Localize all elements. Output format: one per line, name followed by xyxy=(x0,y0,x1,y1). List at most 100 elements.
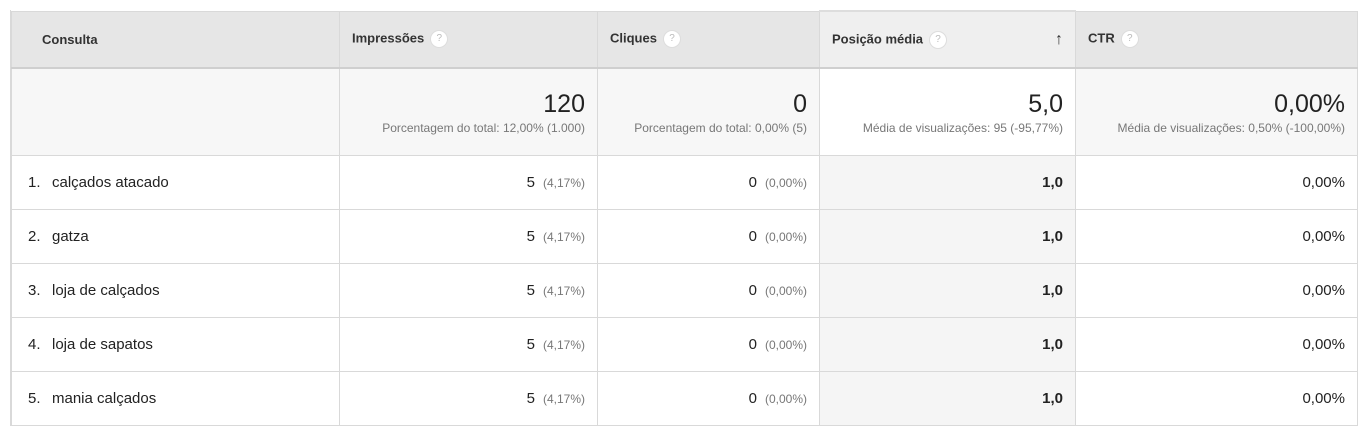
clicks-percent: (0,00%) xyxy=(764,392,807,406)
row-index: 4. xyxy=(28,336,41,353)
summary-clicks: 0 Porcentagem do total: 0,00% (5) xyxy=(597,67,820,156)
help-icon[interactable]: ? xyxy=(662,30,681,49)
clicks-value: 0 xyxy=(748,174,757,191)
impressions-cell: 5 (4,17%) xyxy=(339,155,598,210)
position-cell: 1,0 xyxy=(819,317,1076,372)
queries-table-container: Consulta Impressões? Cliques? Posição mé… xyxy=(10,10,1358,426)
help-icon[interactable]: ? xyxy=(929,30,948,49)
ctr-value: 0,00% xyxy=(1302,390,1345,407)
column-header-impressoes[interactable]: Impressões? xyxy=(339,10,598,69)
clicks-value: 0 xyxy=(748,390,757,407)
help-icon[interactable]: ? xyxy=(430,30,449,49)
query-link[interactable]: mania calçados xyxy=(52,390,157,407)
queries-table: Consulta Impressões? Cliques? Posição mé… xyxy=(11,10,1358,426)
clicks-cell: 0 (0,00%) xyxy=(597,263,820,318)
ctr-cell: 0,00% xyxy=(1075,209,1358,264)
sort-ascending-icon[interactable]: ↑ xyxy=(1055,30,1063,48)
summary-position: 5,0 Média de visualizações: 95 (-95,77%) xyxy=(819,67,1076,156)
header-row: Consulta Impressões? Cliques? Posição mé… xyxy=(11,10,1358,69)
ctr-cell: 0,00% xyxy=(1075,317,1358,372)
impressions-cell: 5 (4,17%) xyxy=(339,371,598,426)
summary-ctr: 0,00% Média de visualizações: 0,50% (-100… xyxy=(1075,67,1358,156)
row-index: 1. xyxy=(28,174,41,191)
summary-value: 0 xyxy=(793,90,807,118)
query-cell: 4. loja de sapatos xyxy=(11,317,340,372)
table-row: 3. loja de calçados 5 (4,17%) 0 (0,00%) 1,0 0,0… xyxy=(11,263,1358,318)
row-index: 5. xyxy=(28,390,41,407)
clicks-cell: 0 (0,00%) xyxy=(597,371,820,426)
impressions-value: 5 xyxy=(526,390,535,407)
clicks-percent: (0,00%) xyxy=(764,230,807,244)
column-header-posicao-media[interactable]: Posição média? ↑ xyxy=(819,10,1076,69)
help-icon[interactable]: ? xyxy=(1120,30,1139,49)
position-value: 1,0 xyxy=(1042,282,1063,299)
row-index: 3. xyxy=(28,282,41,299)
column-header-consulta[interactable]: Consulta xyxy=(11,10,340,69)
impressions-cell: 5 (4,17%) xyxy=(339,209,598,264)
column-label: Posição média xyxy=(832,30,924,46)
query-cell: 5. mania calçados xyxy=(11,371,340,426)
column-label: Cliques xyxy=(610,30,657,46)
column-header-ctr[interactable]: CTR? xyxy=(1075,10,1358,69)
impressions-cell: 5 (4,17%) xyxy=(339,317,598,372)
position-value: 1,0 xyxy=(1042,228,1063,245)
impressions-percent: (4,17%) xyxy=(542,230,585,244)
summary-subtext: Porcentagem do total: 12,00% (1.000) xyxy=(382,121,585,135)
clicks-percent: (0,00%) xyxy=(764,284,807,298)
impressions-value: 5 xyxy=(526,228,535,245)
query-link[interactable]: calçados atacado xyxy=(52,174,169,191)
impressions-value: 5 xyxy=(526,174,535,191)
query-cell: 1. calçados atacado xyxy=(11,155,340,210)
query-cell: 3. loja de calçados xyxy=(11,263,340,318)
column-header-cliques[interactable]: Cliques? xyxy=(597,10,820,69)
summary-empty-cell xyxy=(11,67,340,156)
clicks-percent: (0,00%) xyxy=(764,176,807,190)
query-link[interactable]: loja de calçados xyxy=(52,282,160,299)
column-label: Impressões xyxy=(352,30,425,46)
clicks-cell: 0 (0,00%) xyxy=(597,209,820,264)
impressions-value: 5 xyxy=(526,336,535,353)
summary-value: 120 xyxy=(543,90,585,118)
summary-row: 120 Porcentagem do total: 12,00% (1.000) … xyxy=(11,67,1358,156)
impressions-percent: (4,17%) xyxy=(542,176,585,190)
column-label: CTR xyxy=(1088,30,1115,46)
ctr-cell: 0,00% xyxy=(1075,155,1358,210)
position-value: 1,0 xyxy=(1042,336,1063,353)
impressions-cell: 5 (4,17%) xyxy=(339,263,598,318)
summary-value: 5,0 xyxy=(1028,90,1063,118)
position-cell: 1,0 xyxy=(819,263,1076,318)
table-row: 5. mania calçados 5 (4,17%) 0 (0,00%) 1,0 0,00% xyxy=(11,371,1358,426)
row-index: 2. xyxy=(28,228,41,245)
query-link[interactable]: gatza xyxy=(52,228,89,245)
summary-value: 0,00% xyxy=(1274,90,1345,118)
column-label: Consulta xyxy=(42,31,98,47)
query-link[interactable]: loja de sapatos xyxy=(52,336,153,353)
query-cell: 2. gatza xyxy=(11,209,340,264)
impressions-percent: (4,17%) xyxy=(542,338,585,352)
table-row: 4. loja de sapatos 5 (4,17%) 0 (0,00%) 1,0 0,00… xyxy=(11,317,1358,372)
clicks-percent: (0,00%) xyxy=(764,338,807,352)
summary-impressions: 120 Porcentagem do total: 12,00% (1.000) xyxy=(339,67,598,156)
clicks-value: 0 xyxy=(748,282,757,299)
clicks-value: 0 xyxy=(748,336,757,353)
position-value: 1,0 xyxy=(1042,390,1063,407)
position-cell: 1,0 xyxy=(819,209,1076,264)
ctr-value: 0,00% xyxy=(1302,228,1345,245)
summary-subtext: Média de visualizações: 95 (-95,77%) xyxy=(862,121,1063,135)
ctr-value: 0,00% xyxy=(1302,336,1345,353)
ctr-cell: 0,00% xyxy=(1075,371,1358,426)
summary-subtext: Porcentagem do total: 0,00% (5) xyxy=(634,121,807,135)
summary-subtext: Média de visualizações: 0,50% (-100,00%) xyxy=(1117,121,1345,135)
clicks-value: 0 xyxy=(748,228,757,245)
position-cell: 1,0 xyxy=(819,371,1076,426)
impressions-percent: (4,17%) xyxy=(542,284,585,298)
ctr-value: 0,00% xyxy=(1302,282,1345,299)
clicks-cell: 0 (0,00%) xyxy=(597,155,820,210)
ctr-value: 0,00% xyxy=(1302,174,1345,191)
table-row: 1. calçados atacado 5 (4,17%) 0 (0,00%) 1,0 0,0… xyxy=(11,155,1358,210)
ctr-cell: 0,00% xyxy=(1075,263,1358,318)
clicks-cell: 0 (0,00%) xyxy=(597,317,820,372)
position-value: 1,0 xyxy=(1042,174,1063,191)
impressions-percent: (4,17%) xyxy=(542,392,585,406)
impressions-value: 5 xyxy=(526,282,535,299)
